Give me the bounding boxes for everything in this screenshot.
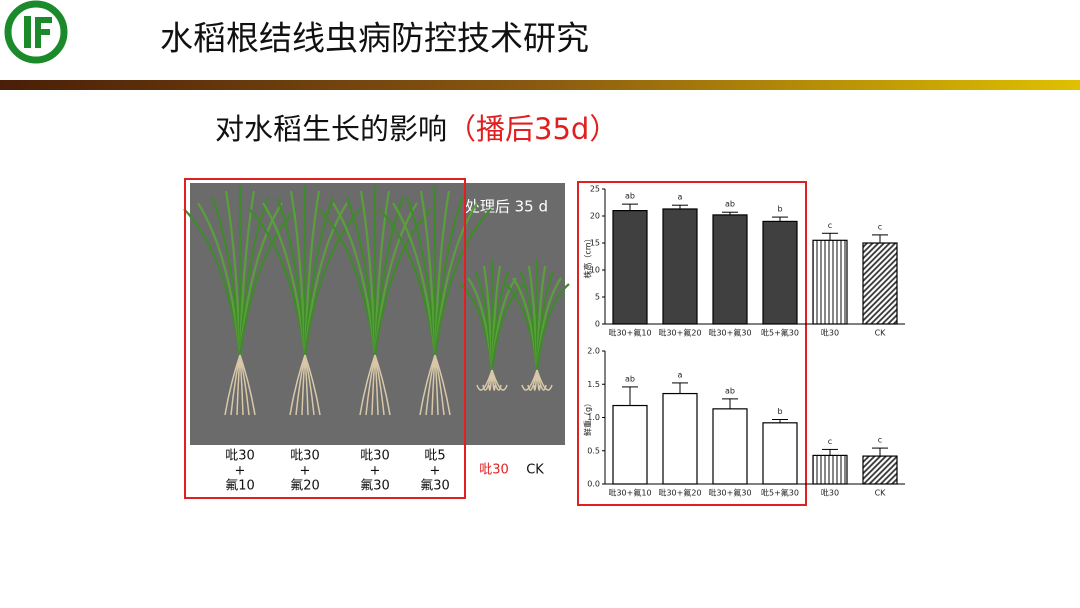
photo-label: +: [235, 464, 246, 479]
root: [491, 369, 508, 391]
bar: [762, 220, 798, 325]
significance-letter: b: [777, 205, 782, 214]
x-tick-label: 吡5+氟30: [761, 328, 799, 338]
bar: [712, 408, 748, 485]
y-tick-label: 1.0: [587, 413, 600, 422]
photo-label: 氟10: [225, 479, 255, 494]
x-tick-label: 吡30+氟10: [608, 328, 651, 338]
photo-label: 吡30: [479, 463, 509, 478]
bar: [662, 392, 698, 485]
subtitle-text: 对水稻生长的影响: [215, 112, 447, 146]
significance-letter: c: [878, 222, 882, 231]
leaf: [303, 208, 362, 356]
photo-label: 吡30: [290, 449, 320, 464]
photo-label: 吡30: [360, 449, 390, 464]
x-tick-label: 吡30: [821, 489, 839, 498]
significance-letter: ab: [625, 374, 635, 383]
y-tick-label: 20: [590, 212, 600, 221]
significance-letter: a: [678, 193, 683, 202]
divider: [0, 80, 1080, 90]
y-axis-label: 鲜重（g）: [583, 399, 593, 436]
significance-letter: b: [777, 407, 782, 416]
significance-letter: c: [828, 437, 832, 446]
bar: [812, 454, 848, 485]
subtitle-highlight: （播后35d）: [447, 112, 618, 146]
x-tick-label: 吡30+氟20: [658, 488, 701, 498]
photo-label: +: [430, 464, 441, 479]
photo-label: 氟30: [420, 479, 450, 494]
leaf: [535, 283, 570, 371]
bar: [762, 422, 798, 485]
y-tick-label: 15: [590, 239, 600, 248]
x-tick-label: CK: [875, 489, 887, 498]
bar: [862, 455, 898, 485]
significance-letter: a: [678, 370, 683, 379]
y-tick-label: 0: [595, 320, 600, 329]
leaf: [238, 208, 297, 356]
root: [434, 354, 451, 416]
y-tick-label: 2.0: [587, 347, 600, 356]
photo-label: CK: [526, 463, 544, 478]
y-tick-label: 10: [590, 266, 600, 275]
root: [536, 369, 553, 391]
title: 水稻根结线虫病防控技术研究: [160, 19, 589, 58]
y-tick-label: 1.5: [587, 380, 600, 389]
y-tick-label: 0.5: [587, 446, 600, 455]
x-tick-label: 吡30+氟30: [708, 488, 751, 498]
bar: [862, 242, 898, 325]
leaf: [433, 208, 492, 356]
bar: [612, 404, 648, 485]
root: [304, 354, 321, 416]
highlight-box: [184, 178, 466, 499]
bar: [662, 208, 698, 325]
x-tick-label: 吡30+氟10: [608, 488, 651, 498]
x-tick-label: 吡30+氟20: [658, 328, 701, 338]
photo: 处理后 35 d: [183, 183, 570, 445]
photo-label: 氟30: [360, 479, 390, 494]
bar: [712, 214, 748, 325]
highlight-box: [577, 181, 807, 506]
x-tick-label: 吡5+氟30: [761, 488, 799, 498]
x-tick-label: CK: [875, 329, 887, 338]
significance-letter: c: [828, 221, 832, 230]
x-tick-label: 吡30: [821, 329, 839, 338]
y-tick-label: 25: [590, 185, 600, 194]
y-tick-label: 0.0: [587, 480, 600, 489]
significance-letter: ab: [725, 386, 735, 395]
bar: [812, 239, 848, 325]
significance-letter: ab: [725, 200, 735, 209]
bar: [612, 210, 648, 325]
root: [239, 354, 256, 416]
x-tick-label: 吡30+氟30: [708, 328, 751, 338]
photo-label: +: [370, 464, 381, 479]
y-tick-label: 5: [595, 293, 600, 302]
significance-letter: c: [878, 436, 882, 445]
photo-label: 氟20: [290, 479, 320, 494]
photo-label: 吡5: [424, 449, 445, 464]
subtitle: 对水稻生长的影响（播后35d）: [215, 112, 618, 146]
photo-label: 吡30: [225, 449, 255, 464]
photo-caption: 处理后 35 d: [465, 198, 548, 216]
logo: [4, 0, 68, 64]
significance-letter: ab: [625, 192, 635, 201]
leaf: [373, 208, 432, 356]
root: [374, 354, 391, 416]
photo-label: +: [300, 464, 311, 479]
y-axis-label: 株高（cm）: [583, 234, 593, 278]
